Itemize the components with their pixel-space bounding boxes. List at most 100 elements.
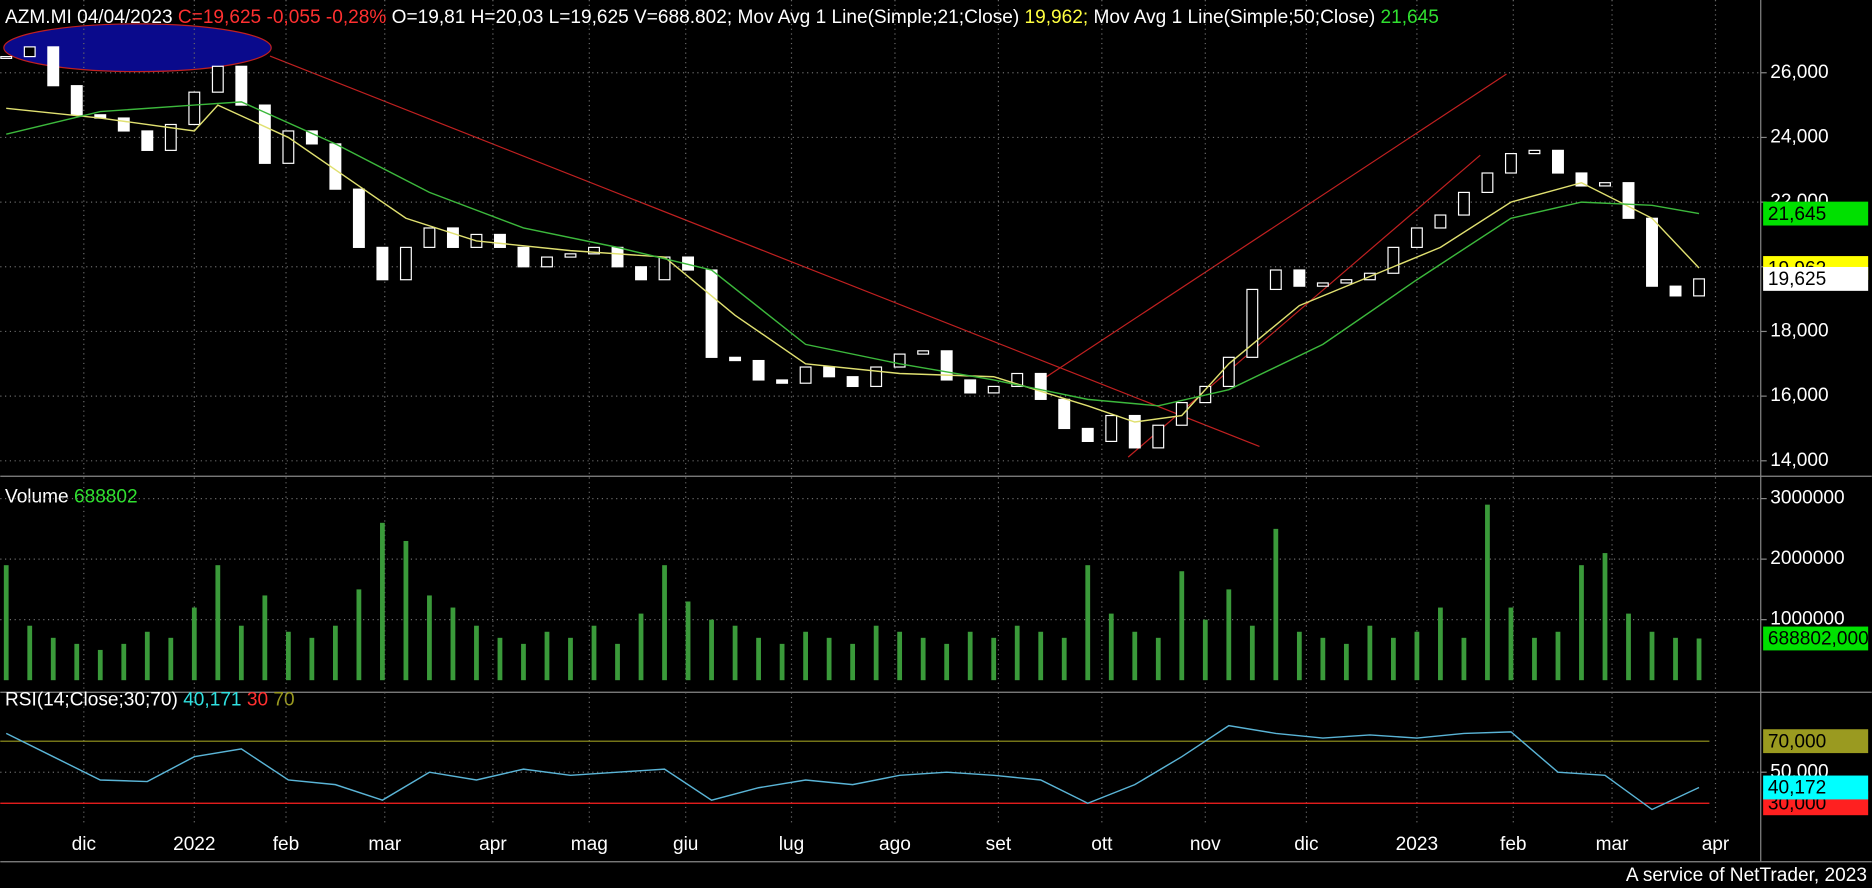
volume-bar xyxy=(1273,528,1279,681)
candle xyxy=(987,385,1000,394)
candle xyxy=(1340,279,1353,284)
volume-bar xyxy=(967,631,973,681)
candle xyxy=(1457,191,1470,216)
volume-bar xyxy=(1014,625,1020,681)
x-tick-label: feb xyxy=(273,834,300,855)
y-tick-label: 24,000 xyxy=(1770,126,1828,147)
y-tick-label: 14,000 xyxy=(1770,450,1828,471)
volume-bar xyxy=(991,637,997,681)
y-tick-label: 26,000 xyxy=(1770,62,1828,83)
x-tick-label: mag xyxy=(571,834,608,855)
candle xyxy=(1622,182,1635,219)
volume-bar xyxy=(1343,643,1349,681)
trend-line xyxy=(1038,73,1507,383)
volume-bar xyxy=(380,522,385,681)
x-tick-label: nov xyxy=(1190,834,1221,855)
volume-bar xyxy=(1296,631,1302,681)
volume-bar xyxy=(121,643,127,681)
candle xyxy=(1528,149,1541,155)
candle xyxy=(235,65,248,106)
volume-bar xyxy=(1555,631,1561,681)
candle xyxy=(1128,414,1141,449)
volume-bar xyxy=(97,649,103,681)
volume-bar xyxy=(238,625,244,681)
price-box xyxy=(1763,266,1869,291)
candle xyxy=(964,379,977,394)
rsi-line xyxy=(5,724,1700,811)
panel-title: Volume xyxy=(5,487,69,508)
y-tick-label: 16,000 xyxy=(1770,385,1828,406)
volume-bar xyxy=(685,601,691,681)
footer: A service of NetTrader, 2023 xyxy=(1626,865,1867,886)
price-label: 21,645 xyxy=(1768,204,1826,225)
price-box xyxy=(1763,775,1869,800)
legend-entry: Mov Avg 1 Line(Simple;21;Close) xyxy=(737,7,1019,28)
candle xyxy=(1034,372,1047,400)
candle xyxy=(1058,398,1071,430)
volume-bar xyxy=(1179,571,1185,681)
volume-title: Volume 688802 xyxy=(5,487,138,508)
candle xyxy=(940,350,953,381)
volume-bar xyxy=(1532,637,1537,681)
volume-bar xyxy=(1602,553,1608,681)
volume-bar xyxy=(1320,637,1326,681)
y-tick-label: 3000000 xyxy=(1770,488,1844,509)
volume-bar xyxy=(1155,637,1161,681)
volume-bar xyxy=(144,631,150,681)
candle xyxy=(211,65,224,93)
volume-bar xyxy=(215,565,221,681)
candle xyxy=(305,130,318,145)
candle xyxy=(1175,402,1188,426)
candle xyxy=(776,379,789,384)
volume-bar xyxy=(450,607,456,681)
volume-bar xyxy=(1038,631,1044,681)
volume-bar xyxy=(1696,638,1702,681)
price-label: 19,625 xyxy=(1768,269,1826,290)
candle xyxy=(1504,153,1517,174)
x-tick-label: feb xyxy=(1500,834,1527,855)
price-box xyxy=(1763,201,1869,226)
volume-bar xyxy=(850,643,856,681)
quote: C=19,625 -0,055 -0,28% xyxy=(178,7,386,28)
legend-value: 688802 xyxy=(74,487,138,508)
volume-bar xyxy=(1508,607,1514,681)
volume-bar xyxy=(1202,619,1208,681)
ohlcv: O=19,81 H=20,03 L=19,625 V=688.802; xyxy=(392,7,733,28)
candle xyxy=(588,246,600,255)
candle xyxy=(1152,424,1165,449)
volume-bar xyxy=(74,643,80,681)
candle xyxy=(564,253,577,258)
candle xyxy=(141,130,154,151)
candle xyxy=(1316,282,1329,287)
candle xyxy=(493,233,506,248)
y-tick-label: 2000000 xyxy=(1770,548,1844,569)
candle xyxy=(541,256,553,268)
price-box xyxy=(1763,626,1869,651)
candle xyxy=(188,91,201,126)
volume-bar xyxy=(709,619,714,681)
x-tick-label: giu xyxy=(673,834,698,855)
volume-bar xyxy=(732,625,738,681)
candle xyxy=(1481,172,1494,194)
volume-bar xyxy=(1108,613,1114,681)
volume-bar xyxy=(1461,637,1467,681)
candle xyxy=(0,55,13,59)
x-tick-label: mar xyxy=(1596,834,1630,855)
candle xyxy=(1105,414,1118,442)
candle xyxy=(446,227,459,248)
panel-title: RSI(14;Close;30;70) xyxy=(5,690,178,711)
candle xyxy=(1434,214,1447,229)
volume-bar xyxy=(1673,637,1678,681)
candle xyxy=(117,117,130,132)
y-tick-label: 1000000 xyxy=(1770,609,1844,630)
candle xyxy=(846,376,859,388)
volume-bar xyxy=(332,625,338,681)
price-label: 688802,000 xyxy=(1768,629,1869,650)
level-label: 70,000 xyxy=(1768,731,1826,752)
candle xyxy=(258,104,271,164)
candle xyxy=(1410,227,1423,248)
candle xyxy=(752,359,765,381)
